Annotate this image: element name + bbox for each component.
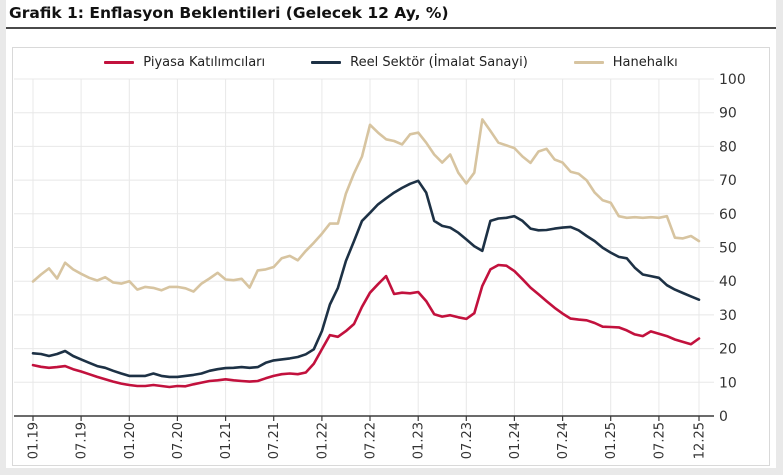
page-edge-right: [776, 0, 783, 475]
y-tick-label: 20: [719, 342, 737, 358]
series-line-reel-sektor: [31, 179, 701, 379]
x-tick-label: 07.22: [364, 422, 379, 459]
x-tick-label: 07.20: [171, 422, 186, 459]
y-tick-label: 100: [719, 72, 746, 88]
chart-legend: Piyasa Katılımcıları Reel Sektör (İmalat…: [13, 53, 769, 71]
legend-item-hanehalki: Hanehalkı: [573, 54, 678, 70]
x-tick-label: 12.25: [693, 422, 708, 459]
y-tick-label: 30: [719, 308, 737, 324]
x-tick-label: 07.24: [556, 422, 571, 459]
series-line-piyasa: [31, 263, 701, 389]
chart-title: Grafik 1: Enflasyon Beklentileri (Gelece…: [9, 4, 449, 22]
x-tick-label: 01.22: [315, 422, 330, 459]
y-tick-label: 50: [719, 241, 737, 257]
legend-label-hanehalki: Hanehalkı: [612, 54, 678, 70]
legend-swatch-reel-sektor: [311, 60, 342, 64]
chart-panel: 01.19 07.19 01.20 07.20 01.21 07.21 01.22 07.22…: [12, 47, 770, 466]
legend-swatch-hanehalki: [573, 60, 604, 64]
y-tick-label: 60: [719, 207, 737, 223]
page-edge-bottom: [0, 468, 783, 475]
x-tick-label: 07.23: [460, 422, 475, 459]
chart-canvas: 01.19 07.19 01.20 07.20 01.21 07.21 01.22 07.22…: [14, 72, 746, 459]
chart-title-bar: Grafik 1: Enflasyon Beklentileri (Gelece…: [6, 0, 776, 29]
report-sheet: Grafik 1: Enflasyon Beklentileri (Gelece…: [6, 0, 776, 468]
x-tick-label: 01.24: [508, 422, 523, 459]
legend-item-reel-sektor: Reel Sektör (İmalat Sanayi): [311, 55, 528, 70]
x-tick-label: 01.20: [123, 422, 138, 459]
legend-label-piyasa: Piyasa Katılımcıları: [143, 54, 266, 70]
x-tick-label: 01.19: [27, 422, 42, 459]
x-tick-label: 01.25: [604, 422, 619, 459]
x-tick-label: 07.25: [652, 422, 667, 459]
y-tick-label: 0: [719, 409, 728, 425]
y-tick-label: 40: [719, 274, 737, 290]
y-tick-label: 10: [719, 375, 737, 391]
y-tick-label: 90: [719, 106, 737, 122]
series-line-hanehalki: [31, 118, 701, 293]
legend-item-piyasa: Piyasa Katılımcıları: [104, 55, 265, 70]
x-tick-label: 07.19: [75, 422, 90, 459]
y-tick-label: 70: [719, 173, 737, 189]
x-tick-label: 01.23: [412, 422, 427, 459]
legend-label-reel-sektor: Reel Sektör (İmalat Sanayi): [350, 54, 528, 70]
x-tick-label: 07.21: [267, 422, 282, 459]
y-tick-label: 80: [719, 139, 737, 155]
x-tick-label: 01.21: [219, 422, 234, 459]
legend-swatch-piyasa: [104, 60, 135, 64]
